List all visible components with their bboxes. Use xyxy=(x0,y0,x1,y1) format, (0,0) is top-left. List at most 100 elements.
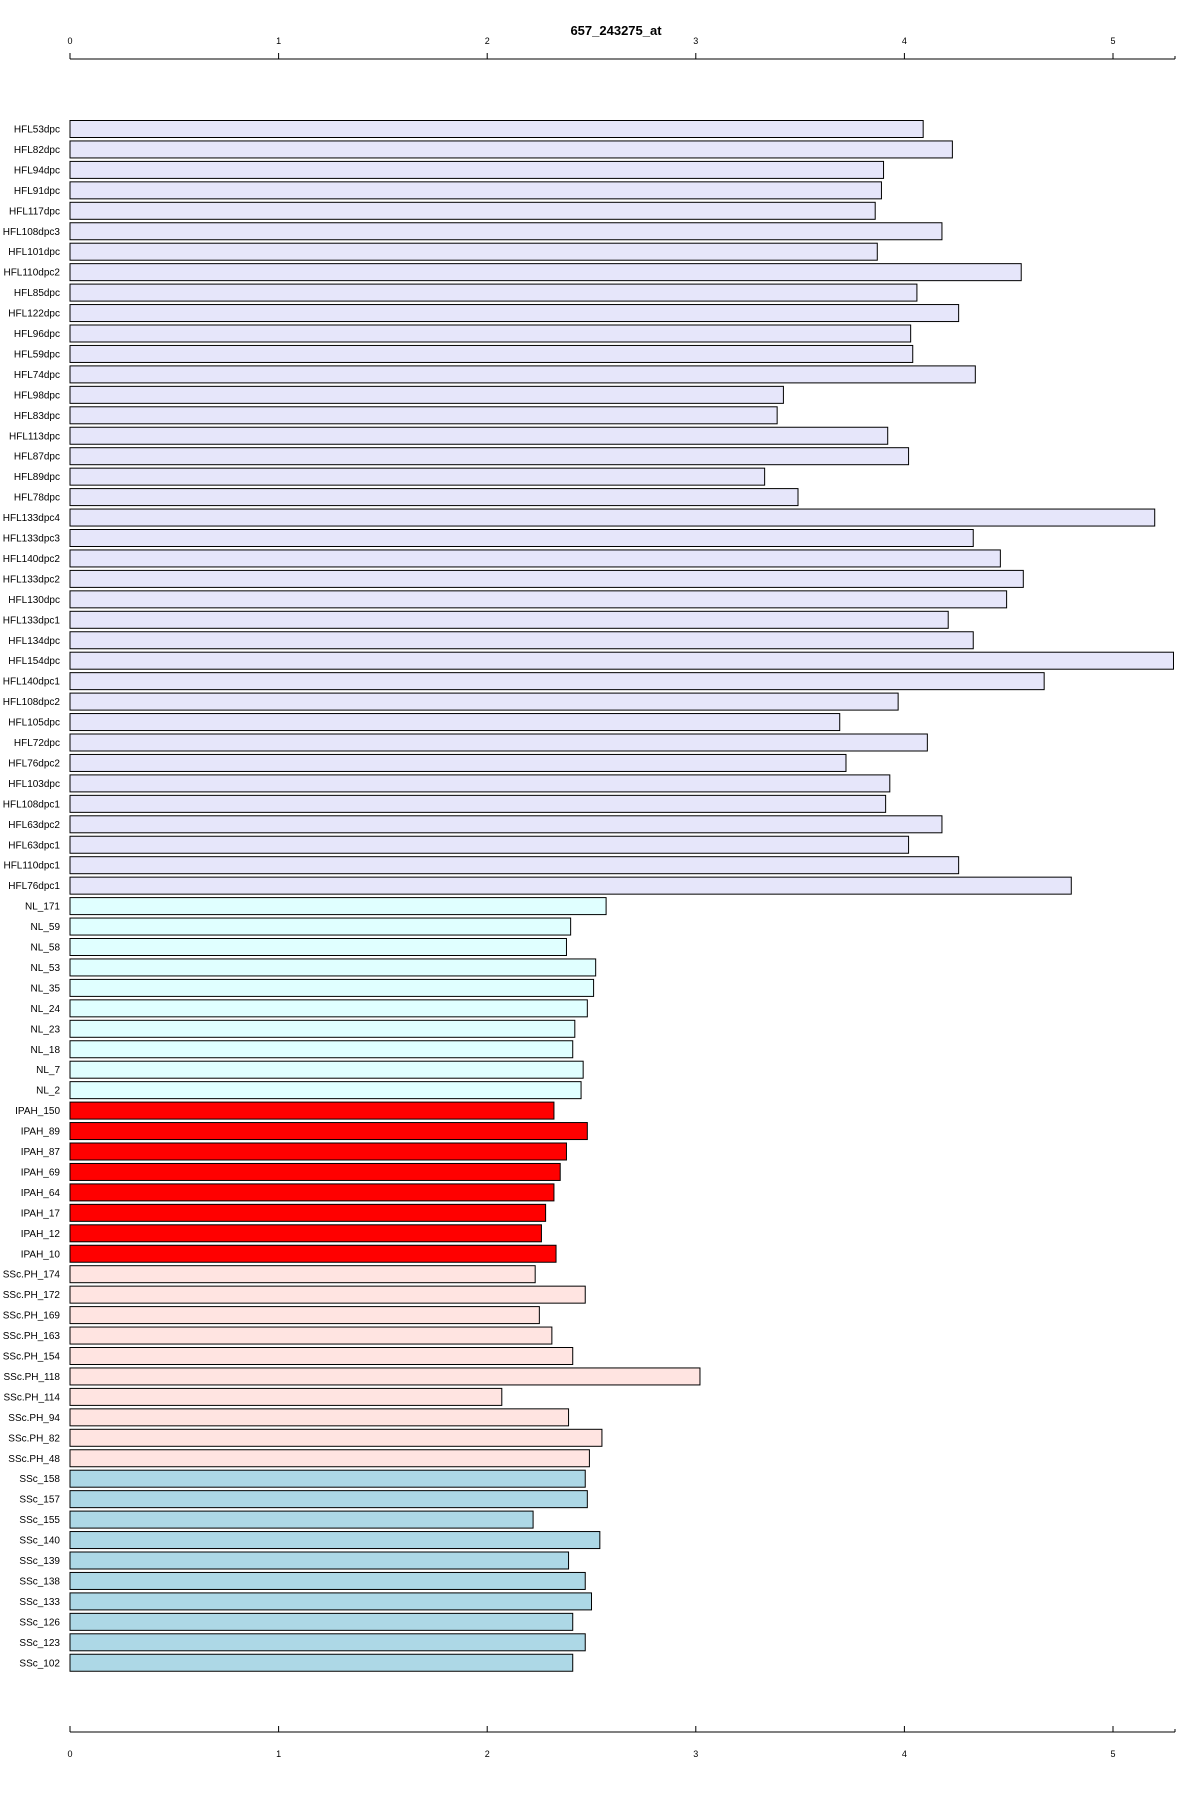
category-label: SSc.PH_94 xyxy=(8,1413,60,1424)
category-label: IPAH_12 xyxy=(21,1229,61,1240)
category-label: SSc.PH_163 xyxy=(3,1331,61,1342)
category-label: NL_24 xyxy=(31,1004,61,1015)
category-label: NL_23 xyxy=(31,1024,61,1035)
category-label: HFL76dpc2 xyxy=(8,758,60,769)
bar xyxy=(69,1306,540,1325)
category-label: HFL133dpc1 xyxy=(3,615,61,626)
bar xyxy=(69,753,847,772)
bar xyxy=(69,713,841,732)
category-label: SSc.PH_174 xyxy=(3,1270,61,1281)
bar xyxy=(69,815,943,834)
bar xyxy=(69,1653,574,1672)
tick-label: 5 xyxy=(1110,36,1115,46)
bar xyxy=(69,938,567,956)
bar xyxy=(69,181,882,200)
bar xyxy=(69,426,889,445)
category-label: HFL108dpc1 xyxy=(3,799,61,810)
bar xyxy=(69,774,891,793)
bar xyxy=(69,569,1024,588)
category-label: HFL140dpc2 xyxy=(3,554,61,565)
category-label: IPAH_64 xyxy=(21,1188,61,1199)
bar xyxy=(69,692,899,711)
bar xyxy=(69,324,912,343)
category-label: HFL140dpc1 xyxy=(3,677,61,688)
bar xyxy=(69,672,1045,691)
bar xyxy=(69,1183,555,1202)
bar xyxy=(69,1244,557,1263)
category-label: HFL122dpc xyxy=(8,309,60,320)
bar xyxy=(69,242,878,261)
tick-label: 4 xyxy=(902,36,907,46)
category-label: HFL96dpc xyxy=(14,329,60,340)
bar xyxy=(69,549,1001,568)
category-label: HFL72dpc xyxy=(14,738,60,749)
bar xyxy=(69,1019,576,1038)
tick-label: 1 xyxy=(276,36,281,46)
bar xyxy=(69,201,876,220)
category-label: SSc_140 xyxy=(19,1536,60,1547)
category-label: HFL63dpc2 xyxy=(8,820,60,831)
bar xyxy=(69,651,1174,670)
bar xyxy=(69,1142,567,1161)
tick-label: 4 xyxy=(902,1749,907,1759)
bar xyxy=(69,1285,586,1304)
category-label: HFL133dpc3 xyxy=(3,534,61,545)
category-label: HFL133dpc4 xyxy=(3,513,61,524)
bar xyxy=(69,1122,588,1141)
category-label: SSc_157 xyxy=(19,1495,60,1506)
category-label: HFL94dpc xyxy=(14,165,60,176)
category-label: HFL91dpc xyxy=(14,186,60,197)
bar xyxy=(69,1101,555,1120)
bar xyxy=(69,120,924,138)
bar xyxy=(69,344,914,363)
bar xyxy=(69,1060,584,1079)
bar xyxy=(69,1040,574,1059)
bar xyxy=(69,610,949,629)
category-label: HFL98dpc xyxy=(14,390,60,401)
category-label: HFL130dpc xyxy=(8,595,60,606)
bar xyxy=(69,529,974,547)
category-label: HFL154dpc xyxy=(8,656,60,667)
x-axis-bottom: 0 1 2 3 4 5 xyxy=(67,1726,1176,1759)
category-label: IPAH_10 xyxy=(21,1249,61,1260)
category-label: HFL134dpc xyxy=(8,636,60,647)
category-label: HFL105dpc xyxy=(8,718,60,729)
category-label: NL_2 xyxy=(36,1086,60,1097)
category-label: HFL113dpc xyxy=(9,431,60,442)
category-label: HFL53dpc xyxy=(14,125,60,136)
bar xyxy=(69,1347,574,1365)
category-label: SSc_155 xyxy=(19,1515,60,1526)
category-label: HFL108dpc2 xyxy=(3,697,61,708)
bar xyxy=(69,1367,701,1386)
category-label: NL_59 xyxy=(31,922,61,933)
category-label: HFL89dpc xyxy=(14,472,60,483)
bar xyxy=(69,958,597,977)
category-label: NL_35 xyxy=(31,983,61,994)
bar xyxy=(69,876,1072,895)
bar xyxy=(69,160,885,179)
bar xyxy=(69,1326,553,1345)
tick-label: 2 xyxy=(485,1749,490,1759)
bar xyxy=(69,794,887,813)
category-label: HFL83dpc xyxy=(14,411,60,422)
bar xyxy=(69,856,960,875)
category-label: IPAH_69 xyxy=(21,1167,61,1178)
bar xyxy=(69,1224,542,1243)
category-label: SSc.PH_169 xyxy=(3,1311,61,1322)
category-label: SSc_158 xyxy=(19,1474,60,1485)
category-label: SSc_139 xyxy=(19,1556,60,1567)
category-label: NL_53 xyxy=(31,963,61,974)
bar xyxy=(69,1551,570,1570)
category-label: SSc_126 xyxy=(19,1617,60,1628)
category-label: SSc.PH_82 xyxy=(8,1433,60,1444)
category-label: HFL85dpc xyxy=(14,288,60,299)
bar xyxy=(69,488,799,507)
bar xyxy=(69,631,974,650)
category-label: HFL78dpc xyxy=(14,493,60,504)
bar xyxy=(69,733,928,752)
category-label: NL_58 xyxy=(31,943,61,954)
category-label: HFL117dpc xyxy=(9,206,60,217)
bar xyxy=(69,467,766,486)
category-label: HFL82dpc xyxy=(14,145,60,156)
